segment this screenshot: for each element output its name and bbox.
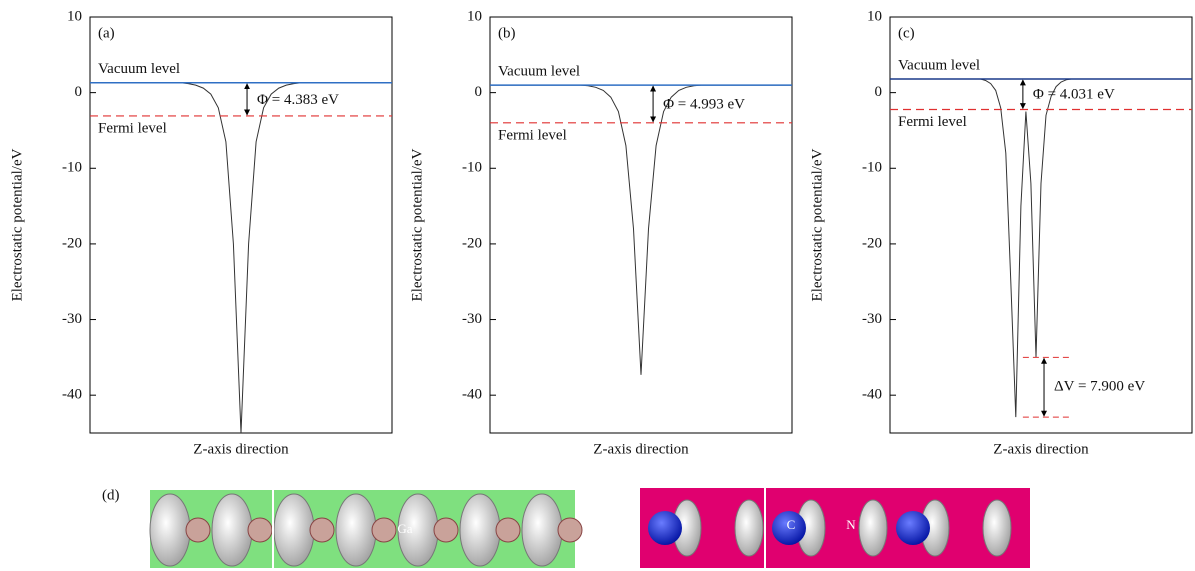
- phi-label: Φ = 4.383 eV: [257, 92, 339, 108]
- y-tick-label: -30: [462, 311, 482, 327]
- isosurface-cap: [983, 500, 1011, 556]
- isosurface-cap: [274, 494, 314, 566]
- x-axis-label: Z-axis direction: [193, 441, 289, 457]
- y-tick-label: -40: [62, 387, 82, 403]
- atom-label: Ga: [397, 521, 412, 536]
- atom-label: C: [787, 517, 796, 532]
- y-tick-label: -20: [462, 235, 482, 251]
- y-axis-label: Electrostatic potential/eV: [409, 148, 425, 301]
- isosurface-cap: [735, 500, 763, 556]
- atom-label: N: [846, 517, 856, 532]
- y-tick-label: -20: [62, 235, 82, 251]
- y-tick-label: 10: [67, 8, 82, 24]
- fermi-label: Fermi level: [898, 114, 967, 130]
- atom: [186, 518, 210, 542]
- vacuum-label: Vacuum level: [98, 61, 180, 77]
- y-tick-label: -10: [62, 160, 82, 176]
- vacuum-label: Vacuum level: [898, 57, 980, 73]
- isosurface-cap: [859, 500, 887, 556]
- figure: (d) Ga C N 10 0 -10 -20 -30 -40 Electrostatic po…: [0, 0, 1195, 571]
- isosurface-cap: [336, 494, 376, 566]
- y-tick-label: -40: [862, 387, 882, 403]
- atom: [648, 511, 682, 545]
- y-tick-label: -30: [62, 311, 82, 327]
- fermi-label: Fermi level: [98, 120, 167, 136]
- atom: [310, 518, 334, 542]
- panel-d: (d) Ga C N: [102, 485, 1030, 571]
- fermi-label: Fermi level: [498, 127, 567, 143]
- atom: [372, 518, 396, 542]
- atom: [896, 511, 930, 545]
- panel-label: (c): [898, 25, 915, 41]
- y-tick-label: 10: [867, 8, 882, 24]
- atom: [496, 518, 520, 542]
- isosurface-cap: [150, 494, 190, 566]
- phi-label: Φ = 4.031 eV: [1033, 87, 1115, 103]
- y-tick-label: -40: [462, 387, 482, 403]
- x-axis-label: Z-axis direction: [993, 441, 1089, 457]
- isosurface-cap: [460, 494, 500, 566]
- phi-label: Φ = 4.993 eV: [663, 96, 745, 112]
- panel-label: (d): [102, 487, 120, 503]
- delta-v-label: ΔV = 7.900 eV: [1054, 379, 1145, 395]
- y-tick-label: -10: [862, 160, 882, 176]
- y-tick-label: 0: [475, 84, 483, 100]
- isosurface-cap: [212, 494, 252, 566]
- atom: [434, 518, 458, 542]
- vacuum-label: Vacuum level: [498, 64, 580, 80]
- y-tick-label: 10: [467, 8, 482, 24]
- isosurface-cap: [522, 494, 562, 566]
- atom: [558, 518, 582, 542]
- panel-label: (b): [498, 25, 516, 41]
- y-tick-label: -10: [462, 160, 482, 176]
- y-tick-label: -20: [862, 235, 882, 251]
- plot-frame: [90, 17, 392, 433]
- panel-label: (a): [98, 25, 115, 41]
- x-axis-label: Z-axis direction: [593, 441, 689, 457]
- atom: [248, 518, 272, 542]
- y-tick-label: 0: [75, 84, 83, 100]
- y-tick-label: 0: [875, 84, 883, 100]
- y-tick-label: -30: [862, 311, 882, 327]
- y-axis-label: Electrostatic potential/eV: [809, 148, 825, 301]
- y-axis-label: Electrostatic potential/eV: [9, 148, 25, 301]
